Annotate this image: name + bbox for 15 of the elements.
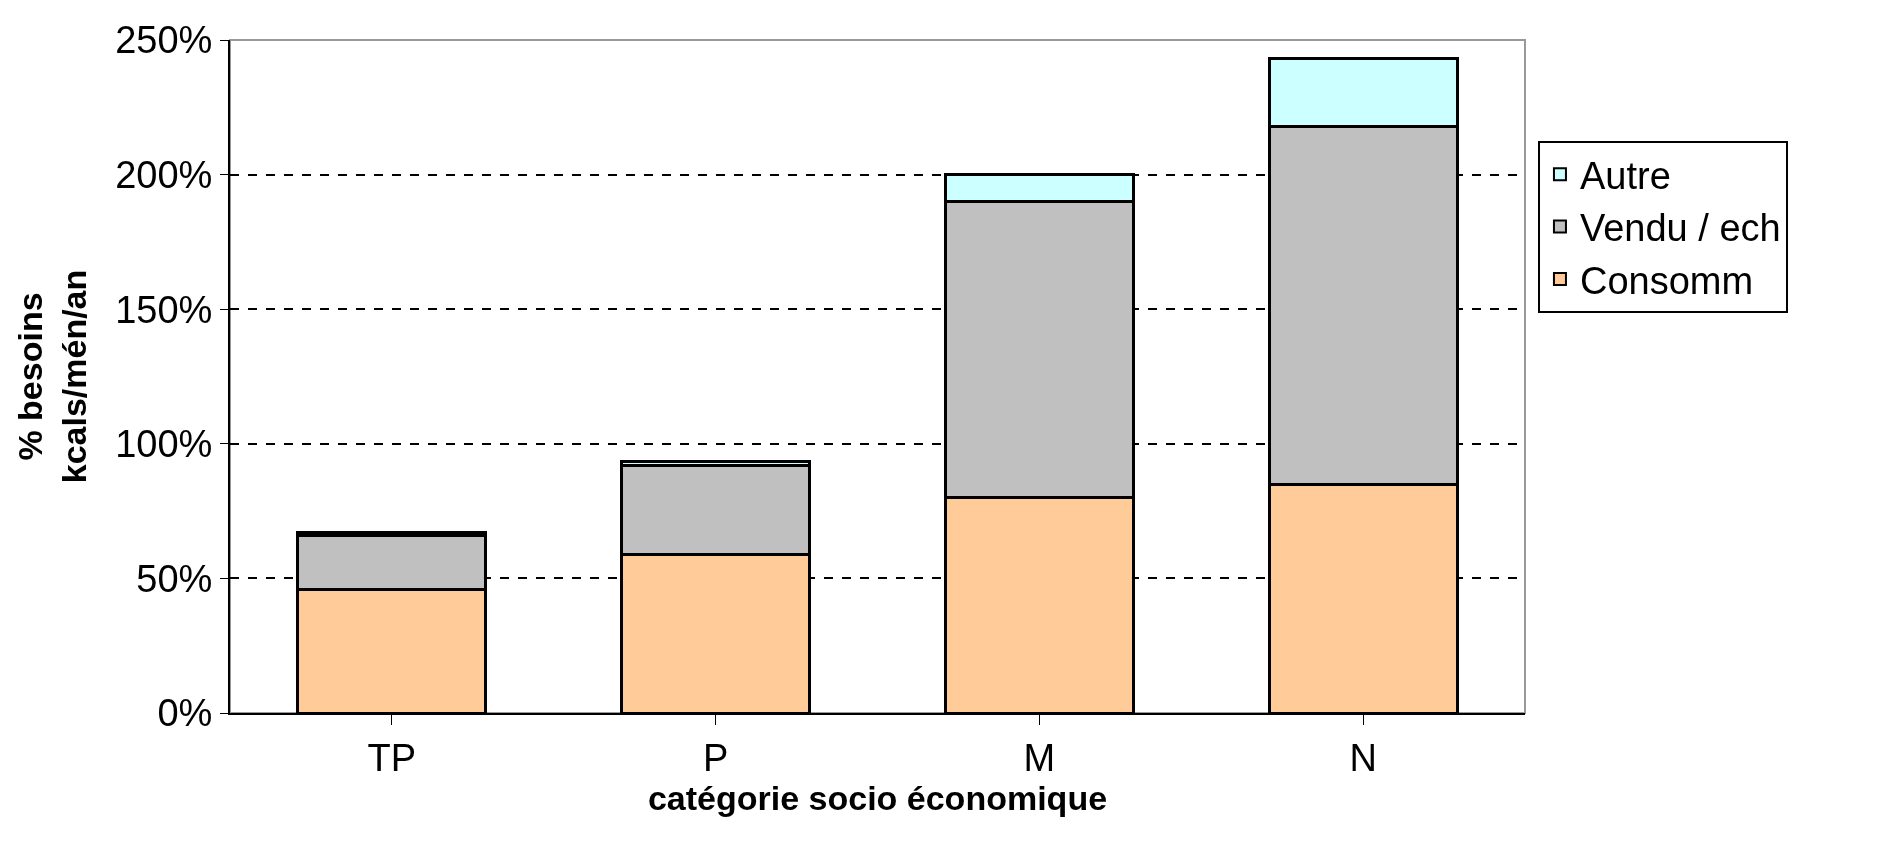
x-axis-title: catégorie socio économique xyxy=(647,778,1108,817)
x-tick-label: M xyxy=(1023,736,1056,779)
y-axis-title: % besoins kcals/mén/an xyxy=(11,269,94,484)
x-tick-label: N xyxy=(1349,736,1377,779)
y-tick-label: 0% xyxy=(157,692,213,735)
y-tick-label: 50% xyxy=(136,557,213,600)
x-tick-label: TP xyxy=(367,736,417,779)
legend-label: Consomm xyxy=(1579,259,1754,302)
legend-label: Vendu / ech xyxy=(1579,207,1781,250)
y-tick-label: 150% xyxy=(115,288,213,331)
x-tick-label: P xyxy=(702,736,729,779)
y-tick-label: 200% xyxy=(115,153,213,196)
y-tick-label: 250% xyxy=(115,19,213,62)
y-tick-label: 100% xyxy=(115,423,213,466)
legend-label: Autre xyxy=(1579,154,1671,197)
